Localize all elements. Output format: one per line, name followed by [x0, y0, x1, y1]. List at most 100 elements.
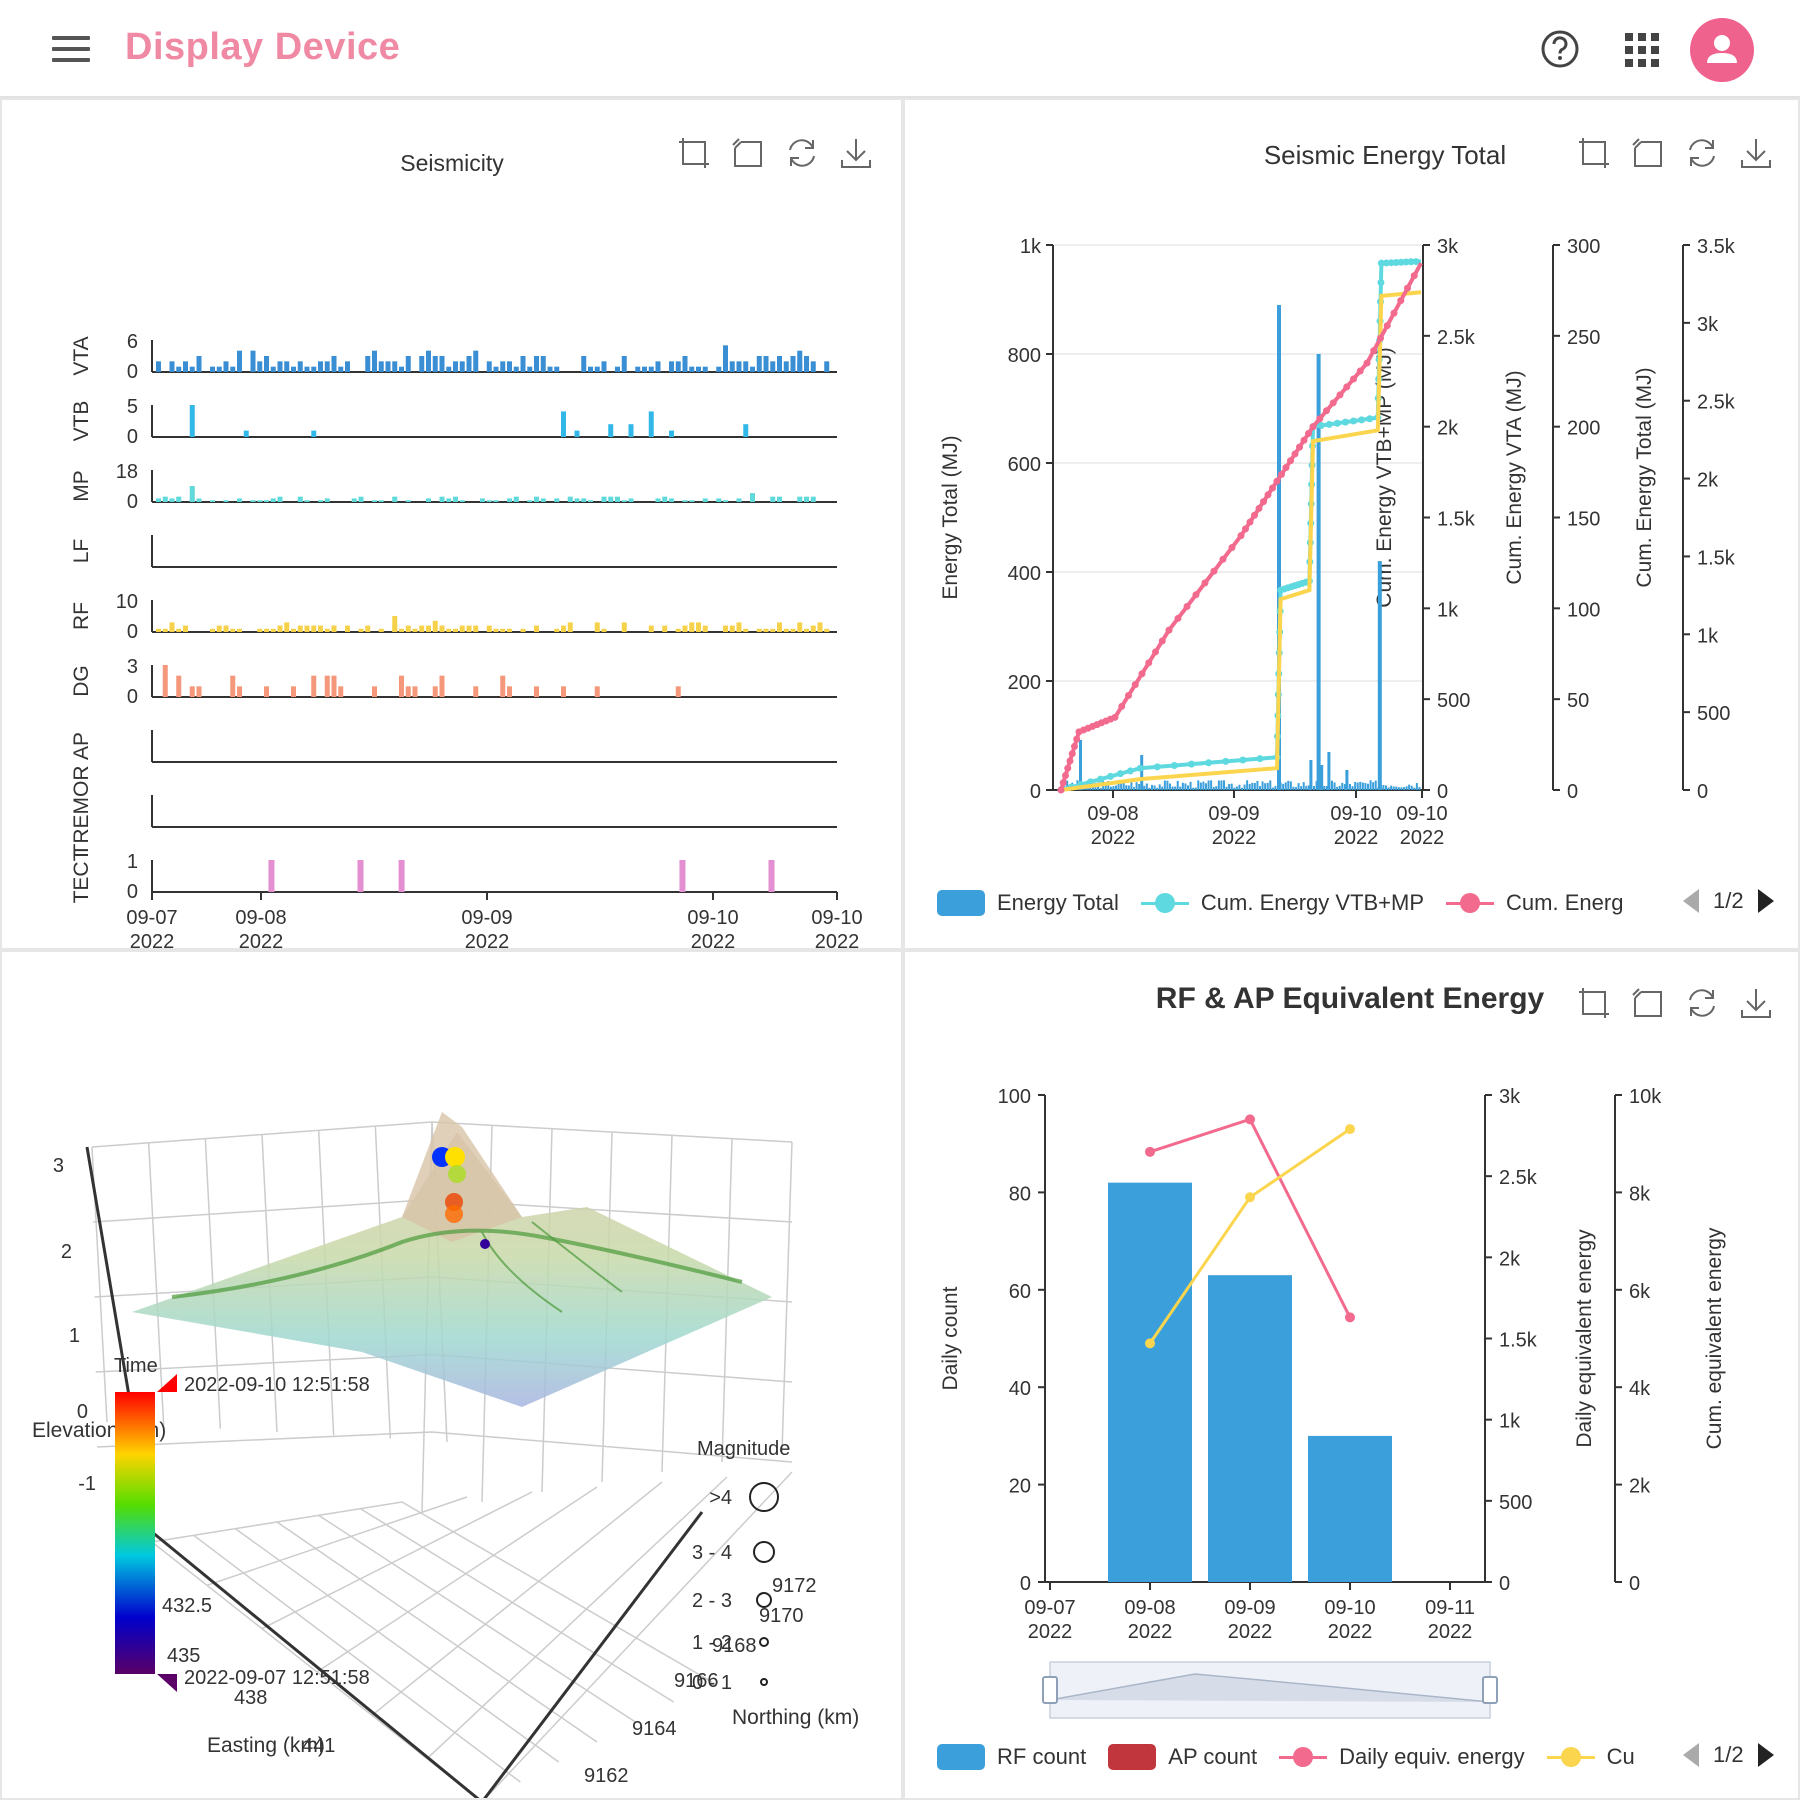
cum-equiv-point	[1145, 1338, 1155, 1349]
apps-grid-icon[interactable]	[1625, 33, 1659, 67]
refresh-icon[interactable]	[1685, 986, 1719, 1020]
magnitude-circle	[760, 1678, 768, 1686]
legend-prev-icon[interactable]	[1683, 1743, 1699, 1767]
bar-vtb	[561, 411, 566, 437]
download-icon[interactable]	[839, 136, 873, 170]
bar-mp	[507, 498, 512, 502]
user-avatar[interactable]	[1690, 18, 1754, 82]
legend-cum-vtb-mp[interactable]: Cum. Energy VTB+MP	[1140, 890, 1424, 916]
right-tick-label: 2.5k	[1437, 327, 1476, 349]
energy-bar	[1410, 785, 1413, 790]
bar-rf	[689, 622, 695, 632]
energy-bar	[1367, 783, 1369, 790]
rf-ap-panel: RF & AP Equivalent Energy 100 80 60 40 20 0 Da…	[903, 950, 1800, 1800]
bar-mp	[777, 496, 782, 502]
energy-bar	[1122, 781, 1125, 790]
bar-tect	[398, 860, 405, 892]
refresh-icon[interactable]	[785, 136, 819, 170]
bar-vta	[804, 356, 809, 372]
energy-bar	[1369, 780, 1372, 790]
legend-daily-equiv[interactable]: Daily equiv. energy	[1279, 1744, 1525, 1770]
energy-bar	[1313, 786, 1315, 790]
bar-dg	[264, 686, 269, 697]
cum-energy-line-point	[1066, 757, 1074, 765]
bar-tect	[357, 860, 364, 892]
rf-ap-legend-pager: 1/2	[1675, 1742, 1774, 1768]
rf-count-bar	[1208, 1275, 1292, 1582]
row-label: MP	[70, 470, 93, 502]
bar-vta	[756, 356, 762, 372]
bar-vta	[615, 366, 620, 372]
bar-vta	[642, 366, 647, 372]
bar-vta	[466, 356, 472, 372]
right-tick-label: 0	[1629, 1573, 1640, 1595]
legend-next-icon[interactable]	[1757, 1743, 1774, 1767]
zoom-select-icon[interactable]	[1577, 136, 1611, 170]
bar-vta	[169, 361, 175, 372]
bar-mp	[358, 496, 364, 502]
bar-rf	[594, 622, 600, 632]
help-icon[interactable]	[1540, 29, 1580, 69]
bar-rf	[162, 628, 168, 632]
bar-rf	[446, 628, 452, 632]
right-tick-label: 1.5k	[1499, 1330, 1538, 1352]
app-bar: Display Device	[0, 0, 1800, 98]
energy-bar	[1307, 785, 1310, 790]
bar-rf	[601, 628, 607, 632]
cum-energy-line-point	[1064, 764, 1072, 772]
bar-rf	[804, 628, 809, 632]
bar-vta	[507, 361, 512, 372]
legend-rf-count[interactable]: RF count	[937, 1744, 1086, 1770]
zoom-select-icon[interactable]	[1577, 986, 1611, 1020]
cum-energy-line-point	[1145, 659, 1153, 667]
bar-rf	[237, 628, 242, 632]
cum-energy-line-point	[1300, 436, 1308, 444]
legend-prev-icon[interactable]	[1683, 889, 1699, 913]
menu-icon[interactable]	[52, 36, 90, 62]
cum-equiv-point	[1245, 1192, 1255, 1203]
bar-vta	[453, 361, 458, 372]
bar-mp	[270, 498, 276, 502]
bar-vta	[338, 366, 344, 372]
energy-bar	[1282, 783, 1285, 790]
bar-vta	[196, 356, 202, 372]
legend-ap-count[interactable]: AP count	[1108, 1744, 1257, 1770]
bar-vta	[250, 350, 256, 372]
cum-vtb-mp-line-point	[1256, 755, 1264, 763]
zoom-reset-icon[interactable]	[731, 136, 765, 170]
download-icon[interactable]	[1739, 986, 1773, 1020]
bar-mp	[493, 500, 499, 502]
legend-cum-equiv[interactable]: Cu	[1546, 1744, 1635, 1770]
bar-vta	[426, 350, 431, 372]
grid-line	[261, 1491, 533, 1630]
bar-dg	[162, 665, 168, 697]
cum-energy-line-point	[1246, 518, 1254, 526]
right-tick-label: 150	[1567, 509, 1600, 531]
energy-bar	[1341, 782, 1344, 790]
bar-vta	[439, 356, 445, 372]
bar-mp	[297, 496, 303, 502]
x-tick-label: 09-10 2022	[811, 907, 862, 950]
zoom-reset-icon[interactable]	[1631, 136, 1665, 170]
right-tick-label: 500	[1437, 690, 1470, 712]
bar-vta	[277, 361, 283, 372]
cum-energy-line-point	[1228, 543, 1236, 551]
energy-bar	[1359, 781, 1362, 790]
download-icon[interactable]	[1739, 136, 1773, 170]
legend-next-icon[interactable]	[1757, 889, 1774, 913]
legend-cum-energy[interactable]: Cum. Energ	[1446, 890, 1623, 916]
datazoom-handle-right	[1482, 1676, 1498, 1704]
bar-rf	[743, 628, 749, 632]
rf-ap-chart: 100 80 60 40 20 0 Daily count 3k 2.5k 2k 1.5k 1k 500…	[939, 1086, 1726, 1719]
zoom-select-icon[interactable]	[677, 136, 711, 170]
legend-energy-total[interactable]: Energy Total	[937, 890, 1119, 916]
bar-rf	[216, 625, 222, 632]
bar-mp	[770, 496, 776, 502]
bar-rf	[696, 622, 701, 632]
zoom-reset-icon[interactable]	[1631, 986, 1665, 1020]
energy-bar	[1133, 787, 1135, 790]
bar-vta	[210, 366, 215, 372]
bar-vta	[736, 361, 742, 372]
refresh-icon[interactable]	[1685, 136, 1719, 170]
